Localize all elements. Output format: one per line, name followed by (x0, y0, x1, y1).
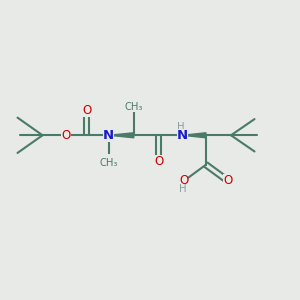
Text: O: O (224, 174, 233, 188)
Polygon shape (182, 133, 206, 138)
Text: N: N (104, 154, 113, 167)
Text: O: O (154, 155, 164, 168)
Text: O: O (82, 104, 91, 117)
Text: H: H (178, 184, 186, 194)
Text: O: O (61, 129, 71, 142)
Polygon shape (109, 133, 134, 138)
Text: H: H (177, 122, 185, 132)
Text: CH₃: CH₃ (124, 102, 143, 112)
Text: N: N (177, 129, 188, 142)
Text: O: O (179, 174, 188, 188)
Text: N: N (103, 129, 114, 142)
Text: CH₃: CH₃ (100, 158, 118, 168)
